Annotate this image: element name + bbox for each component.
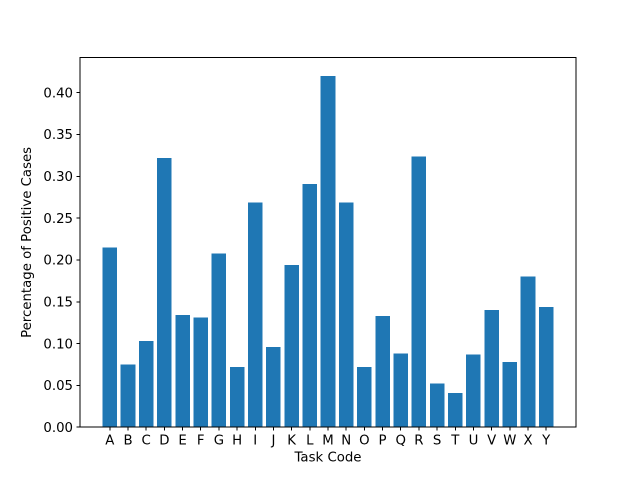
y-tick-label: 0.25 bbox=[43, 212, 73, 227]
y-tick-label: 0.30 bbox=[43, 170, 73, 185]
x-tick-label: S bbox=[433, 434, 441, 449]
x-tick-label: Q bbox=[395, 434, 405, 449]
y-tick-label: 0.35 bbox=[43, 128, 73, 143]
x-tick-label: P bbox=[379, 434, 387, 449]
x-tick-label: D bbox=[159, 434, 169, 449]
x-tick-label: T bbox=[450, 434, 460, 449]
y-tick-label: 0.10 bbox=[43, 337, 73, 352]
x-tick-label: B bbox=[123, 434, 132, 449]
bar-D bbox=[157, 157, 172, 428]
y-axis-label: Percentage of Positive Cases bbox=[20, 147, 35, 338]
bar-I bbox=[248, 202, 263, 428]
x-tick-label: K bbox=[287, 434, 296, 449]
y-tick-label: 0.00 bbox=[43, 421, 73, 436]
bar-G bbox=[211, 253, 227, 428]
bar-T bbox=[448, 392, 463, 428]
x-tick-label: U bbox=[469, 434, 479, 449]
bar-R bbox=[411, 156, 427, 428]
bar-F bbox=[193, 317, 208, 428]
x-tick-label: X bbox=[523, 434, 532, 449]
y-tick-label: 0.05 bbox=[43, 379, 73, 394]
x-tick-label: M bbox=[322, 434, 333, 449]
x-tick-label: Y bbox=[541, 434, 551, 449]
x-tick-label: A bbox=[105, 434, 114, 449]
y-tick-label: 0.40 bbox=[43, 86, 73, 101]
x-tick-label: L bbox=[306, 434, 314, 449]
y-tick-label: 0.15 bbox=[43, 295, 73, 310]
bar-A bbox=[102, 247, 118, 428]
bar-Q bbox=[393, 353, 408, 428]
x-tick-label: G bbox=[214, 434, 224, 449]
bar-E bbox=[175, 315, 190, 428]
x-tick-label: W bbox=[503, 434, 516, 449]
x-tick-label: O bbox=[359, 434, 369, 449]
bar-Y bbox=[538, 306, 554, 428]
y-tick-label: 0.20 bbox=[43, 254, 73, 269]
x-tick-label: V bbox=[487, 434, 496, 449]
x-tick-label: E bbox=[178, 434, 186, 449]
x-tick-label: N bbox=[341, 434, 351, 449]
bar-V bbox=[484, 310, 499, 428]
x-tick-label: C bbox=[142, 434, 151, 449]
x-tick-label: R bbox=[414, 434, 423, 449]
bar-S bbox=[429, 383, 445, 428]
bar-C bbox=[138, 341, 154, 428]
bar-P bbox=[375, 315, 390, 428]
bar-N bbox=[338, 202, 354, 428]
bar-U bbox=[466, 354, 481, 428]
bar-O bbox=[357, 366, 372, 428]
bar-X bbox=[520, 276, 536, 428]
x-tick-label: H bbox=[232, 434, 242, 449]
bar-J bbox=[266, 346, 281, 428]
bar-B bbox=[120, 364, 136, 428]
bar-K bbox=[284, 264, 299, 428]
x-tick-label: J bbox=[270, 434, 275, 449]
bar-H bbox=[229, 366, 245, 428]
bar-M bbox=[320, 76, 336, 428]
bar-L bbox=[302, 183, 318, 428]
x-tick-label: I bbox=[253, 434, 257, 449]
x-tick-label: F bbox=[197, 434, 205, 449]
x-axis-label: Task Code bbox=[294, 451, 362, 466]
bar-W bbox=[502, 361, 518, 428]
